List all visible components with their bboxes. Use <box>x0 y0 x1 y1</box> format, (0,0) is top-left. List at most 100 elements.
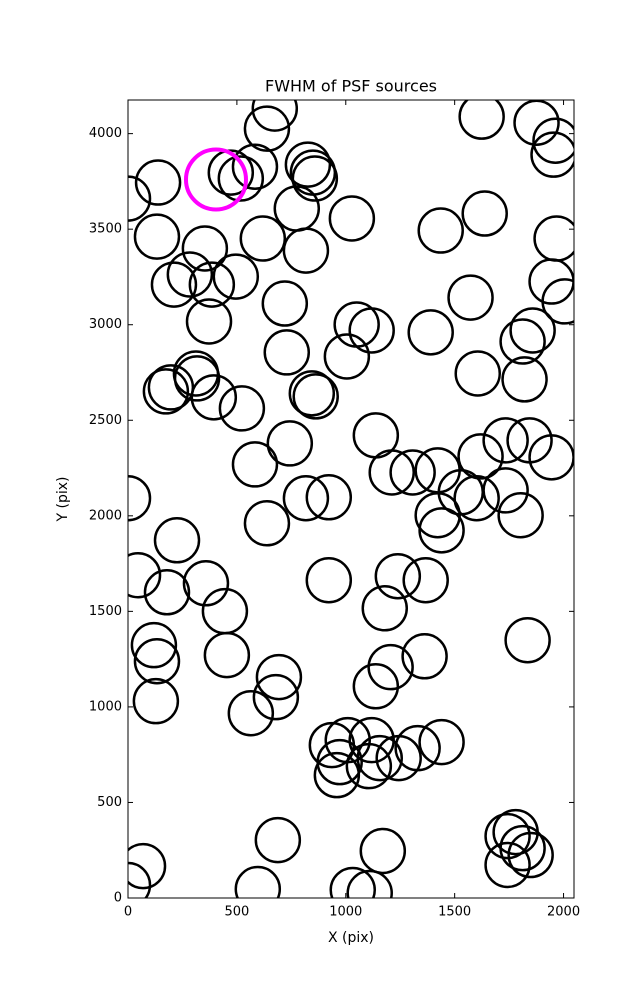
source-marker <box>418 718 465 766</box>
source-marker <box>401 633 448 680</box>
source-marker <box>333 301 380 348</box>
source-marker <box>133 213 181 260</box>
source-marker <box>166 251 214 298</box>
x-axis-label: X (pix) <box>328 930 374 946</box>
y-tick-label: 3000 <box>89 317 122 332</box>
source-marker <box>305 556 353 604</box>
source-marker <box>532 117 574 164</box>
source-marker <box>231 143 279 190</box>
source-marker <box>239 215 287 262</box>
source-marker <box>128 861 152 898</box>
y-tick-label: 4000 <box>89 126 122 141</box>
source-marker <box>457 433 504 480</box>
source-marker <box>243 105 291 152</box>
source-marker <box>329 866 376 898</box>
source-marker <box>255 653 303 701</box>
source-marker <box>513 100 560 146</box>
source-marker <box>252 673 300 721</box>
y-axis-label: Y (pix) <box>55 477 71 523</box>
source-marker <box>345 742 393 790</box>
x-tick-label: 1000 <box>329 905 362 920</box>
x-tick-label: 0 <box>124 905 132 920</box>
source-marker <box>218 385 266 432</box>
x-tick-label: 2000 <box>547 905 580 920</box>
source-marker <box>461 190 508 237</box>
source-marker <box>132 677 180 725</box>
source-marker <box>499 318 546 365</box>
chart-title: FWHM of PSF sources <box>265 77 437 96</box>
source-marker <box>173 355 221 402</box>
source-marker <box>134 159 182 206</box>
source-marker <box>402 556 449 604</box>
source-marker <box>394 724 441 772</box>
source-marker <box>284 141 332 188</box>
y-tick-label: 500 <box>97 795 122 810</box>
source-marker <box>368 449 415 496</box>
y-tick-label: 2500 <box>89 413 122 428</box>
source-marker <box>182 560 230 607</box>
source-marker <box>243 500 291 547</box>
source-marker <box>541 278 574 325</box>
x-tick-label: 500 <box>224 905 249 920</box>
source-marker <box>359 827 407 875</box>
source-marker <box>509 307 556 354</box>
source-marker <box>217 155 265 202</box>
y-tick-label: 2000 <box>89 508 122 523</box>
source-marker <box>361 585 409 632</box>
source-marker <box>374 552 422 600</box>
source-marker <box>188 261 236 308</box>
source-marker <box>484 812 531 860</box>
source-marker <box>453 474 500 522</box>
source-marker <box>128 474 152 522</box>
source-marker <box>484 841 531 889</box>
source-marker <box>482 417 529 464</box>
source-marker <box>501 356 548 403</box>
source-marker <box>346 869 393 898</box>
source-marker <box>133 637 181 685</box>
source-marker <box>497 491 544 539</box>
source-marker <box>530 131 574 178</box>
source-marker <box>313 751 361 799</box>
source-marker <box>128 552 162 599</box>
source-marker <box>367 643 414 691</box>
source-marker <box>292 373 339 420</box>
source-marker <box>356 734 403 782</box>
source-marker <box>389 449 436 496</box>
source-marker <box>288 370 336 417</box>
source-marker <box>183 147 248 212</box>
source-marker <box>190 374 238 421</box>
source-marker <box>407 309 454 356</box>
source-marker <box>328 195 376 242</box>
source-marker <box>261 280 309 327</box>
source-marker <box>130 621 178 669</box>
y-tick-label: 1000 <box>89 699 122 714</box>
source-marker <box>499 824 546 872</box>
source-marker <box>227 689 275 737</box>
source-marker <box>352 663 400 710</box>
source-marker <box>482 467 529 514</box>
source-marker <box>181 225 229 272</box>
source-marker <box>203 631 251 679</box>
y-tick-label: 0 <box>114 891 122 906</box>
source-marker <box>504 616 551 664</box>
source-marker <box>185 298 233 345</box>
source-marker <box>447 274 494 321</box>
source-marker <box>128 175 152 222</box>
source-marker <box>263 329 311 376</box>
source-marker <box>128 842 167 890</box>
source-marker <box>231 441 279 488</box>
x-tick-label: 1500 <box>438 905 471 920</box>
source-marker <box>414 491 461 539</box>
source-marker <box>454 350 501 397</box>
source-marker <box>507 831 554 879</box>
y-tick-label: 1500 <box>89 604 122 619</box>
source-marker <box>266 420 314 467</box>
source-marker <box>251 100 299 132</box>
source-marker <box>234 865 282 898</box>
source-marker <box>282 474 330 522</box>
source-marker <box>458 100 505 140</box>
source-marker <box>282 227 330 274</box>
source-marker <box>150 261 198 308</box>
